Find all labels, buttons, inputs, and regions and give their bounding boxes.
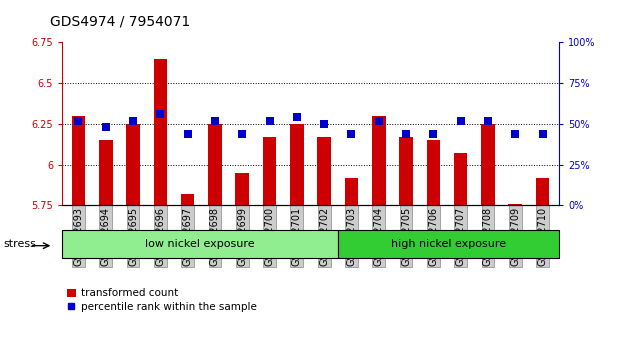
Text: high nickel exposure: high nickel exposure	[391, 239, 506, 249]
Bar	[481, 124, 495, 205]
Point	[510, 131, 520, 137]
Point	[456, 118, 466, 124]
Bar	[399, 137, 413, 205]
Bar	[536, 178, 550, 205]
Bar	[99, 140, 112, 205]
Bar	[181, 194, 194, 205]
Point	[483, 118, 493, 124]
Text: GDS4974 / 7954071: GDS4974 / 7954071	[50, 14, 190, 28]
Bar	[317, 137, 331, 205]
Point	[73, 118, 83, 124]
Point	[374, 118, 384, 124]
Point	[155, 111, 165, 117]
Bar	[126, 124, 140, 205]
Point	[347, 131, 356, 137]
Bar	[427, 140, 440, 205]
Point	[292, 115, 302, 120]
Point	[183, 131, 193, 137]
Text: low nickel exposure: low nickel exposure	[145, 239, 255, 249]
Bar	[454, 153, 468, 205]
Point	[428, 131, 438, 137]
Bar	[153, 59, 167, 205]
Point	[401, 131, 411, 137]
Point	[265, 118, 274, 124]
Bar	[235, 173, 249, 205]
Bar	[290, 124, 304, 205]
Point	[319, 121, 329, 127]
Bar	[71, 116, 85, 205]
Point	[101, 124, 111, 130]
Bar	[208, 124, 222, 205]
Bar	[62, 230, 338, 258]
Bar	[338, 230, 559, 258]
Point	[237, 131, 247, 137]
Bar	[345, 178, 358, 205]
Point	[128, 118, 138, 124]
Text: stress: stress	[3, 239, 36, 249]
Legend: transformed count, percentile rank within the sample: transformed count, percentile rank withi…	[67, 289, 256, 312]
Point	[210, 118, 220, 124]
Bar	[263, 137, 276, 205]
Bar	[509, 204, 522, 205]
Bar	[372, 116, 386, 205]
Point	[538, 131, 548, 137]
